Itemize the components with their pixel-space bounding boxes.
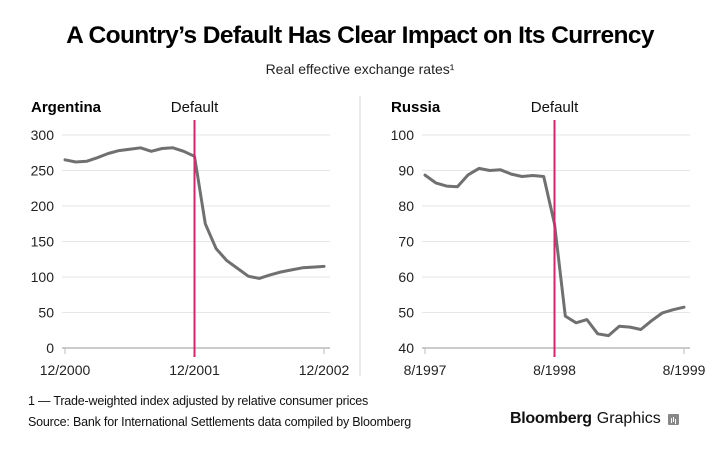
x-tick-label: 12/2001 [169, 362, 220, 378]
y-tick-label: 50 [398, 305, 414, 321]
x-tick-label: 12/2000 [40, 362, 91, 378]
brand-light: Graphics [596, 410, 661, 427]
panel-title: Russia [391, 99, 441, 116]
y-tick-label: 80 [398, 198, 414, 214]
panel-title: Argentina [31, 99, 102, 116]
argentina-panel: Argentina 0 50 100 150 200 250 300 12/2000 12/200… [31, 99, 350, 378]
chart-icon [667, 413, 679, 425]
default-annotation: Default [171, 99, 219, 116]
y-tick-label: 100 [31, 269, 55, 285]
chart-subtitle: Real effective exchange rates¹ [265, 61, 455, 77]
y-tick-label: 40 [398, 340, 414, 356]
x-tick-label: 8/1998 [533, 362, 576, 378]
y-tick-label: 60 [398, 269, 414, 285]
footnote: 1 — Trade-weighted index adjusted by rel… [28, 394, 369, 408]
y-tick-label: 250 [31, 163, 55, 179]
y-tick-label: 50 [38, 305, 54, 321]
y-tick-label: 90 [398, 163, 414, 179]
x-tick-label: 8/1997 [404, 362, 447, 378]
y-tick-label: 70 [398, 234, 414, 250]
y-tick-label: 200 [31, 198, 55, 214]
x-tick-label: 8/1999 [663, 362, 706, 378]
x-tick-label: 12/2002 [299, 362, 350, 378]
chart-title: A Country’s Default Has Clear Impact on … [66, 22, 654, 49]
y-tick-label: 300 [31, 127, 55, 143]
brand-bold: Bloomberg [510, 410, 592, 427]
brand-logo: Bloomberg Graphics [510, 410, 679, 428]
y-tick-label: 150 [31, 234, 55, 250]
russia-panel: Russia 40 50 60 70 80 90 100 8/1997 8/1998 8/1999 D… [391, 99, 706, 378]
y-tick-label: 100 [391, 127, 415, 143]
y-tick-label: 0 [46, 340, 54, 356]
default-annotation: Default [531, 99, 579, 116]
source-note: Source: Bank for International Settlemen… [28, 415, 411, 429]
